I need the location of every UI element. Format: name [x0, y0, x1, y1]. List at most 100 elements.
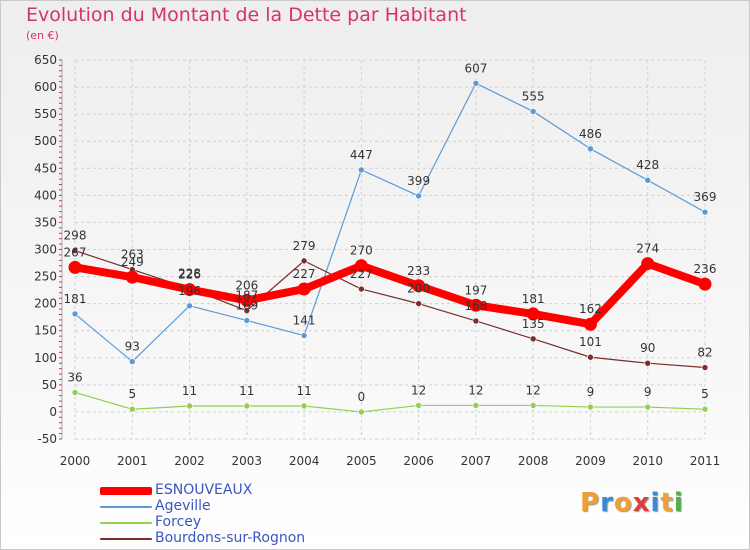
data-point [472, 402, 480, 409]
data-point [701, 405, 709, 413]
data-label: 228 [178, 266, 201, 280]
data-label: 82 [697, 346, 712, 360]
y-tick-label: 150 [34, 324, 57, 338]
data-label: 162 [579, 302, 602, 316]
data-label: 298 [64, 229, 87, 243]
data-point [240, 293, 254, 307]
data-label: 428 [636, 158, 659, 172]
data-label: 227 [350, 267, 373, 281]
data-point [641, 257, 655, 271]
x-tick-label: 2003 [232, 454, 263, 468]
data-label: 135 [522, 317, 545, 331]
legend-item: ESNOUVEAUX [100, 482, 400, 499]
series-line [74, 82, 706, 363]
data-point [300, 402, 308, 410]
series-line [71, 259, 709, 329]
data-label: 11 [239, 384, 254, 398]
data-label: 101 [579, 335, 602, 349]
data-point [297, 282, 311, 296]
data-label: 187 [235, 289, 258, 303]
data-point [587, 145, 594, 153]
data-label: 274 [636, 242, 659, 256]
y-tick-label: 600 [34, 80, 57, 94]
data-point [354, 259, 368, 273]
y-tick-label: 450 [34, 161, 57, 175]
legend-swatch [100, 522, 152, 524]
data-label: 36 [67, 370, 82, 384]
y-tick-label: 250 [34, 270, 57, 284]
data-label: 607 [464, 61, 487, 75]
data-label: 141 [293, 314, 316, 328]
logo-letter: x [632, 488, 651, 518]
y-tick-label: 50 [42, 378, 57, 392]
data-point [587, 353, 594, 361]
x-tick-label: 2002 [174, 454, 205, 468]
y-tick-label: 100 [34, 351, 57, 365]
data-point [300, 332, 308, 339]
data-label: 236 [694, 262, 717, 276]
data-point [529, 402, 537, 409]
data-point [644, 176, 652, 184]
y-tick-label: 0 [49, 405, 57, 419]
legend-swatch [100, 506, 152, 508]
data-point [243, 307, 251, 314]
legend: ESNOUVEAUX Ageville Forcey Bourdons-sur-Rog… [100, 482, 400, 547]
legend-item: Forcey [100, 514, 400, 531]
x-tick-label: 2001 [117, 454, 148, 468]
data-label: 369 [694, 190, 717, 204]
data-point [469, 298, 483, 312]
data-label: 11 [182, 384, 197, 398]
data-label: 486 [579, 127, 602, 141]
legend-item: Bourdons-sur-Rognon [100, 530, 400, 547]
data-point [698, 277, 712, 291]
data-point [358, 408, 365, 416]
data-label: 267 [64, 245, 87, 259]
y-tick-label: 550 [34, 107, 57, 121]
data-label: 9 [644, 385, 652, 399]
logo-letter: i [673, 488, 684, 518]
data-point [300, 257, 308, 265]
x-tick-label: 2005 [346, 454, 377, 468]
data-point [472, 79, 480, 87]
data-label: 9 [587, 385, 595, 399]
x-tick-label: 2010 [632, 454, 663, 468]
data-point [701, 208, 709, 216]
data-label: 90 [640, 341, 655, 355]
logo-letter: o [613, 488, 633, 518]
data-point [71, 389, 79, 396]
proxiti-logo: Proxiti [580, 488, 684, 518]
series-line [74, 249, 706, 369]
series-line [74, 391, 706, 413]
data-label: 197 [464, 283, 487, 297]
data-point [415, 300, 422, 307]
data-label: 200 [407, 282, 430, 296]
chart-subtitle: (en €) [26, 29, 59, 42]
y-tick-label: 200 [34, 297, 57, 311]
data-point [415, 192, 422, 200]
y-tick-label: -50 [37, 432, 57, 446]
data-point [529, 335, 537, 343]
legend-swatch [100, 538, 152, 540]
data-label: 227 [293, 267, 316, 281]
data-point [128, 358, 136, 365]
data-point [526, 307, 540, 321]
logo-letter: i [650, 488, 661, 518]
data-point [644, 359, 652, 367]
data-label: 11 [296, 384, 311, 398]
data-label: 270 [350, 244, 373, 258]
data-label: 226 [178, 268, 201, 282]
data-label: 12 [411, 383, 426, 397]
data-point [128, 405, 136, 413]
y-tick-label: 400 [34, 188, 57, 202]
data-point [529, 108, 537, 115]
logo-letter: r [600, 488, 614, 518]
data-label: 181 [64, 292, 87, 306]
x-tick-label: 2000 [60, 454, 91, 468]
legend-label: Ageville [155, 498, 211, 514]
data-label: 233 [407, 264, 430, 278]
x-tick-label: 2011 [690, 454, 721, 468]
data-point [358, 285, 365, 293]
data-label: 168 [464, 299, 487, 313]
data-point [701, 364, 709, 371]
data-point [472, 317, 480, 325]
